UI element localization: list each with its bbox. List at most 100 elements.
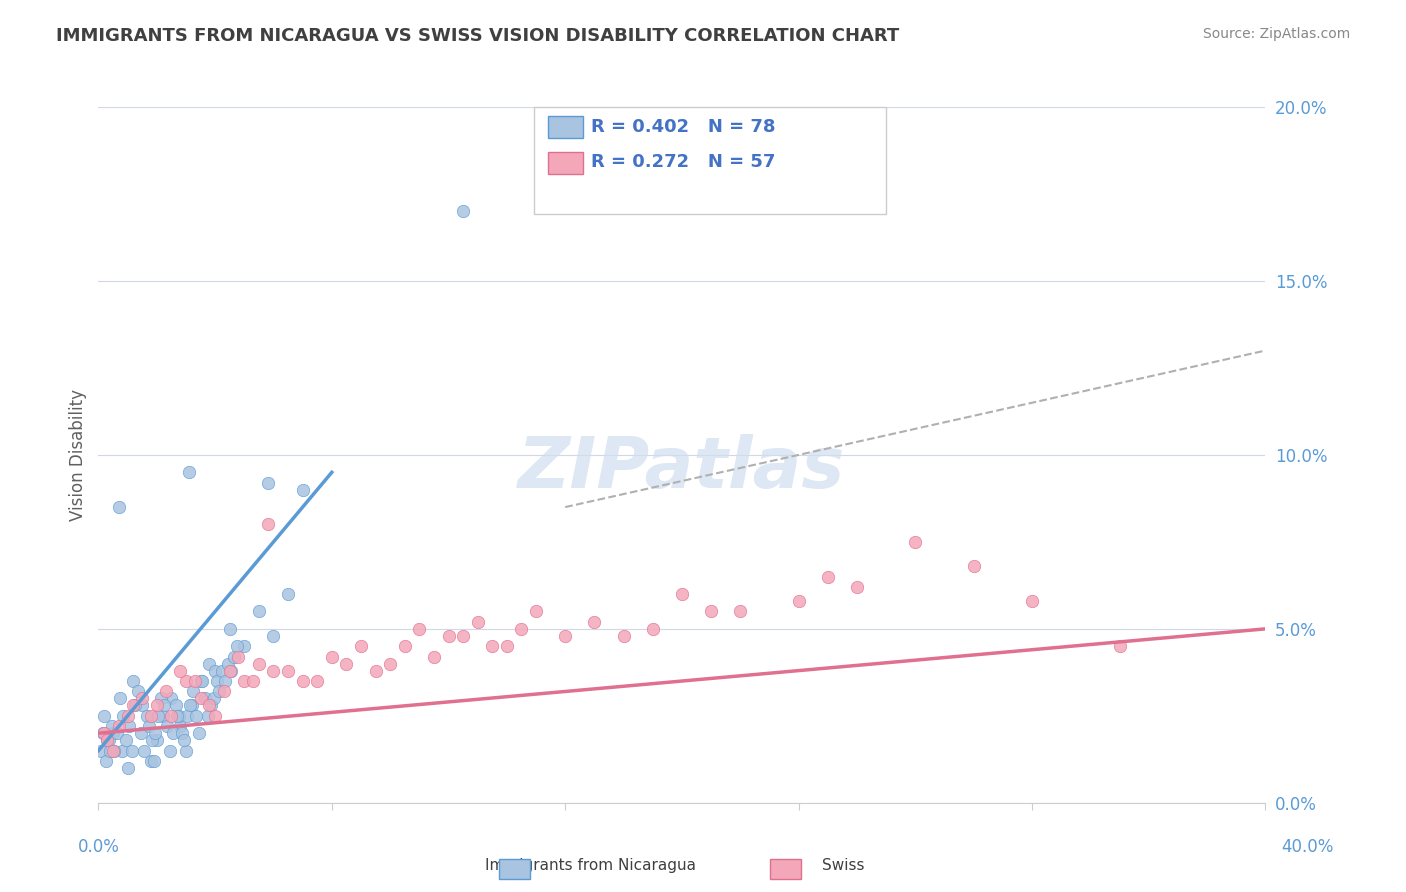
Point — [139, 754, 162, 768]
Point — [176, 708, 198, 723]
Text: R = 0.272   N = 57: R = 0.272 N = 57 — [591, 153, 775, 171]
Y-axis label: Vision Disability: Vision Disability — [69, 389, 87, 521]
Point — [146, 698, 169, 713]
Point — [169, 664, 191, 678]
Text: R = 0.402   N = 78: R = 0.402 N = 78 — [591, 118, 775, 136]
Point — [139, 708, 162, 723]
Point — [97, 733, 120, 747]
Point — [170, 726, 193, 740]
Point — [190, 674, 212, 689]
Point — [671, 587, 693, 601]
Point — [730, 605, 752, 619]
Text: IMMIGRANTS FROM NICARAGUA VS SWISS VISION DISABILITY CORRELATION CHART: IMMIGRANTS FROM NICARAGUA VS SWISS VISIO… — [56, 27, 900, 45]
Point — [162, 726, 184, 740]
Text: 0.0%: 0.0% — [77, 838, 120, 855]
Point — [101, 726, 124, 740]
Point — [904, 534, 927, 549]
Point — [108, 500, 131, 514]
Point — [179, 698, 201, 713]
Point — [191, 674, 214, 689]
Point — [204, 664, 226, 678]
Point — [190, 691, 212, 706]
Point — [183, 674, 205, 689]
Point — [263, 664, 285, 678]
Point — [481, 639, 503, 653]
Point — [247, 657, 270, 671]
Point — [96, 733, 118, 747]
Point — [93, 726, 115, 740]
Point — [198, 657, 221, 671]
Point — [291, 674, 314, 689]
Point — [91, 726, 114, 740]
Point — [153, 698, 176, 713]
Point — [205, 674, 228, 689]
Point — [180, 698, 202, 713]
Point — [131, 691, 153, 706]
Point — [335, 657, 357, 671]
Point — [165, 698, 187, 713]
Point — [112, 708, 135, 723]
Point — [467, 615, 489, 629]
Point — [222, 649, 245, 664]
Point — [217, 657, 239, 671]
Point — [380, 657, 402, 671]
Point — [127, 684, 149, 698]
Point — [307, 674, 329, 689]
Point — [122, 674, 145, 689]
Point — [219, 664, 242, 678]
Point — [131, 698, 153, 713]
Point — [256, 517, 278, 532]
Point — [256, 475, 278, 490]
Point — [350, 639, 373, 653]
Point — [156, 719, 179, 733]
Point — [117, 708, 139, 723]
Point — [111, 744, 134, 758]
Point — [174, 744, 197, 758]
Point — [408, 622, 430, 636]
Point — [226, 639, 249, 653]
Point — [1108, 639, 1130, 653]
Point — [554, 629, 576, 643]
Point — [96, 733, 118, 747]
Point — [700, 605, 723, 619]
Point — [169, 719, 191, 733]
Point — [98, 744, 121, 758]
Point — [583, 615, 606, 629]
Point — [212, 684, 235, 698]
Point — [233, 674, 256, 689]
Point — [451, 629, 474, 643]
Point — [103, 744, 125, 758]
Point — [118, 719, 141, 733]
Text: 40.0%: 40.0% — [1281, 838, 1334, 855]
Point — [141, 733, 163, 747]
Point — [510, 622, 533, 636]
Point — [155, 684, 177, 698]
Point — [194, 691, 217, 706]
Text: Swiss: Swiss — [823, 858, 865, 872]
Point — [115, 733, 138, 747]
Point — [394, 639, 416, 653]
Point — [177, 466, 200, 480]
Point — [1021, 594, 1043, 608]
Point — [242, 674, 264, 689]
Point — [524, 605, 547, 619]
Point — [174, 674, 197, 689]
Point — [218, 664, 240, 678]
Point — [159, 744, 181, 758]
Point — [166, 708, 188, 723]
Point — [101, 744, 124, 758]
Point — [787, 594, 810, 608]
Point — [188, 726, 211, 740]
Point — [152, 708, 174, 723]
Point — [202, 691, 225, 706]
Point — [233, 639, 256, 653]
Point — [291, 483, 314, 497]
Point — [208, 684, 231, 698]
Point — [142, 754, 165, 768]
Point — [105, 726, 128, 740]
Point — [122, 698, 145, 713]
Point — [228, 649, 250, 664]
Point — [117, 761, 139, 775]
Text: Source: ZipAtlas.com: Source: ZipAtlas.com — [1202, 27, 1350, 41]
Point — [451, 204, 474, 219]
